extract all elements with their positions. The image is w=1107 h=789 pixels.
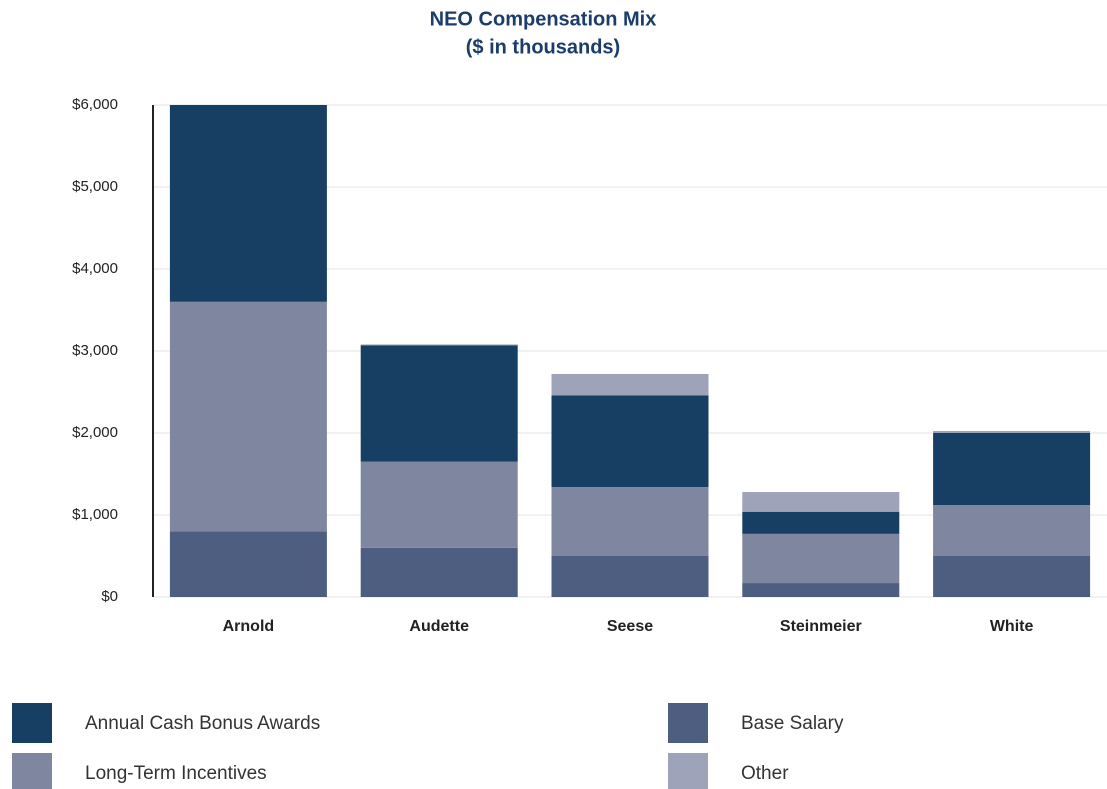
y-tick-label: $5,000 xyxy=(72,178,118,195)
bar-segment xyxy=(360,461,518,548)
bar-segment xyxy=(933,505,1091,556)
bar-segment xyxy=(360,547,518,597)
legend-swatch xyxy=(668,753,708,789)
bar-segment xyxy=(551,487,709,556)
legend-label: Annual Cash Bonus Awards xyxy=(85,713,320,734)
y-tick-label: $3,000 xyxy=(72,342,118,359)
legend-swatch xyxy=(668,703,708,743)
legend-label: Other xyxy=(741,763,789,784)
y-tick-label: $0 xyxy=(101,588,118,605)
bar-segment xyxy=(551,556,709,597)
x-tick-label: Audette xyxy=(409,618,469,635)
bar-segment xyxy=(360,344,518,346)
chart-subtitle: ($ in thousands) xyxy=(466,36,620,58)
bar-segment xyxy=(169,105,327,302)
y-tick-label: $4,000 xyxy=(72,260,118,277)
x-tick-label: Steinmeier xyxy=(780,618,862,635)
bar-segment xyxy=(551,395,709,488)
bar-segment xyxy=(742,492,900,512)
x-tick-label: White xyxy=(990,618,1034,635)
y-tick-label: $6,000 xyxy=(72,96,118,113)
legend-swatch xyxy=(12,753,52,789)
chart-title: NEO Compensation Mix xyxy=(430,8,657,30)
bar-segment xyxy=(742,511,900,534)
legend-label: Base Salary xyxy=(741,713,844,734)
bar-segment xyxy=(742,583,900,597)
x-tick-label: Arnold xyxy=(223,618,275,635)
bar-segment xyxy=(933,430,1091,433)
y-tick-label: $1,000 xyxy=(72,506,118,523)
bar-segment xyxy=(360,345,518,462)
bar-segment xyxy=(169,301,327,532)
bar-segment xyxy=(933,433,1091,506)
bar-segment xyxy=(169,531,327,597)
bar-segment xyxy=(742,533,900,584)
x-tick-label: Seese xyxy=(607,618,653,635)
bar-segment xyxy=(933,556,1091,597)
bar-segment xyxy=(551,373,709,396)
legend-swatch xyxy=(12,703,52,743)
y-tick-label: $2,000 xyxy=(72,424,118,441)
legend-label: Long-Term Incentives xyxy=(85,763,267,784)
